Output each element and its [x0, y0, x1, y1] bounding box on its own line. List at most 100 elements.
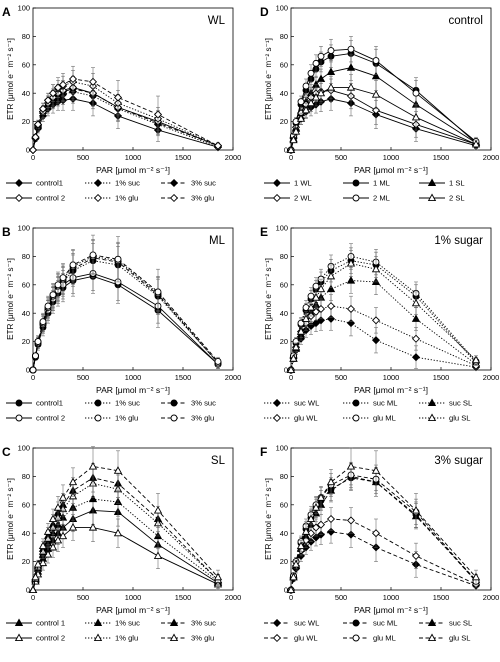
- x-tick-label: 500: [335, 593, 347, 602]
- legend-marker: [272, 178, 282, 188]
- data-point: [58, 80, 68, 89]
- data-point: [306, 514, 316, 523]
- x-tick-label: 1000: [383, 373, 399, 382]
- legend-label: 3% glu: [191, 634, 214, 643]
- x-axis-label: PAR [μmol m⁻² s⁻¹]: [354, 385, 428, 395]
- data-point: [286, 145, 296, 154]
- x-tick-label: 1500: [175, 373, 191, 382]
- x-tick-label: 1000: [125, 373, 141, 382]
- data-point: [471, 572, 481, 581]
- x-axis-label: PAR [μmol m⁻² s⁻¹]: [354, 165, 428, 175]
- legend: control1 1% suc 3% suc control 2 1% glu 3% gl…: [6, 399, 216, 423]
- legend-label: 2 ML: [373, 194, 390, 203]
- data-point: [38, 558, 48, 567]
- legend-label: 2 WL: [294, 194, 312, 203]
- data-point: [307, 69, 315, 77]
- data-point: [296, 114, 306, 122]
- panel-letter: A: [2, 5, 11, 19]
- data-point: [346, 276, 356, 284]
- data-point: [34, 338, 42, 346]
- legend-label: 3% glu: [191, 194, 214, 203]
- data-point: [48, 89, 58, 98]
- y-tick-label: 60: [280, 280, 288, 289]
- y-tick-label: 100: [18, 224, 30, 233]
- panel-tag: 3% sugar: [434, 455, 483, 467]
- data-point: [346, 530, 356, 539]
- data-point: [326, 314, 336, 323]
- data-point: [326, 82, 336, 91]
- legend-marker: [93, 618, 103, 627]
- data-point: [371, 529, 381, 538]
- legend-marker: [352, 414, 360, 422]
- data-point: [311, 533, 321, 542]
- y-tick-label: 0: [26, 586, 30, 595]
- data-point: [48, 542, 58, 551]
- data-point: [326, 284, 336, 293]
- data-point: [471, 355, 481, 364]
- y-axis-label: ETR [μmol e⁻ m⁻² s⁻¹]: [6, 478, 15, 560]
- legend: 1 WL 1 ML 1 SL 2 WL 2 ML 2 SL: [264, 178, 465, 203]
- data-point: [88, 77, 98, 86]
- x-tick-label: 1000: [125, 593, 141, 602]
- legend-marker: [427, 618, 437, 627]
- legend-label: suc WL: [294, 619, 319, 628]
- data-point: [312, 282, 320, 290]
- legend-label: 3% suc: [191, 179, 216, 188]
- x-tick-label: 1500: [433, 373, 449, 382]
- data-point: [153, 505, 163, 514]
- series-line: [32, 510, 219, 591]
- x-tick-label: 1000: [125, 153, 141, 162]
- series-line: [32, 98, 219, 151]
- data-point: [346, 461, 356, 470]
- y-tick-label: 20: [280, 557, 288, 566]
- y-tick-label: 40: [280, 89, 288, 98]
- series-2-wl: [286, 78, 481, 155]
- y-axis-label: ETR [μmol e⁻ m⁻² s⁻¹]: [264, 38, 273, 120]
- legend-label: glu SL: [449, 634, 471, 643]
- x-tick-label: 0: [289, 593, 293, 602]
- legend-label: control1: [36, 179, 63, 188]
- legend-label: suc SL: [449, 399, 472, 408]
- legend-marker: [427, 193, 437, 202]
- legend-label: 3% glu: [191, 414, 214, 423]
- legend: control 1 1% suc 3% suc control 2 1% glu 3% g…: [6, 618, 216, 643]
- data-point: [411, 298, 421, 307]
- y-tick-label: 20: [22, 337, 30, 346]
- legend-marker: [93, 193, 103, 203]
- y-axis-label: ETR [μmol e⁻ m⁻² s⁻¹]: [264, 258, 273, 340]
- x-tick-label: 1500: [175, 593, 191, 602]
- series-1-suc: [29, 243, 222, 374]
- legend-label: control 2: [36, 194, 65, 203]
- y-tick-label: 40: [22, 529, 30, 538]
- legend: suc WL suc ML suc SL glu WL glu ML glu SL: [264, 398, 472, 423]
- legend-marker: [427, 398, 437, 407]
- y-tick-label: 60: [22, 60, 30, 69]
- x-tick-label: 500: [77, 593, 89, 602]
- legend-marker: [272, 193, 282, 203]
- y-axis-label: ETR [μmol e⁻ m⁻² s⁻¹]: [6, 258, 15, 340]
- data-point: [411, 551, 421, 560]
- data-point: [311, 319, 321, 328]
- series-line: [290, 280, 477, 371]
- data-point: [68, 74, 78, 84]
- data-point: [44, 302, 52, 310]
- data-point: [371, 264, 381, 273]
- legend-label: 1 SL: [449, 179, 465, 188]
- data-point: [43, 527, 53, 535]
- data-point: [307, 292, 315, 300]
- panel-letter: C: [2, 445, 11, 459]
- data-point: [291, 127, 301, 135]
- data-point: [49, 291, 57, 299]
- legend-marker: [169, 618, 179, 627]
- x-tick-label: 1000: [383, 153, 399, 162]
- y-tick-label: 0: [284, 366, 288, 375]
- legend-label: 1 ML: [373, 179, 390, 188]
- x-axis-label: PAR [μmol m⁻² s⁻¹]: [354, 605, 428, 615]
- x-tick-label: 500: [77, 373, 89, 382]
- panel-tag: control: [448, 15, 483, 27]
- data-point: [327, 47, 335, 55]
- data-point: [68, 522, 78, 531]
- legend-marker: [272, 398, 282, 408]
